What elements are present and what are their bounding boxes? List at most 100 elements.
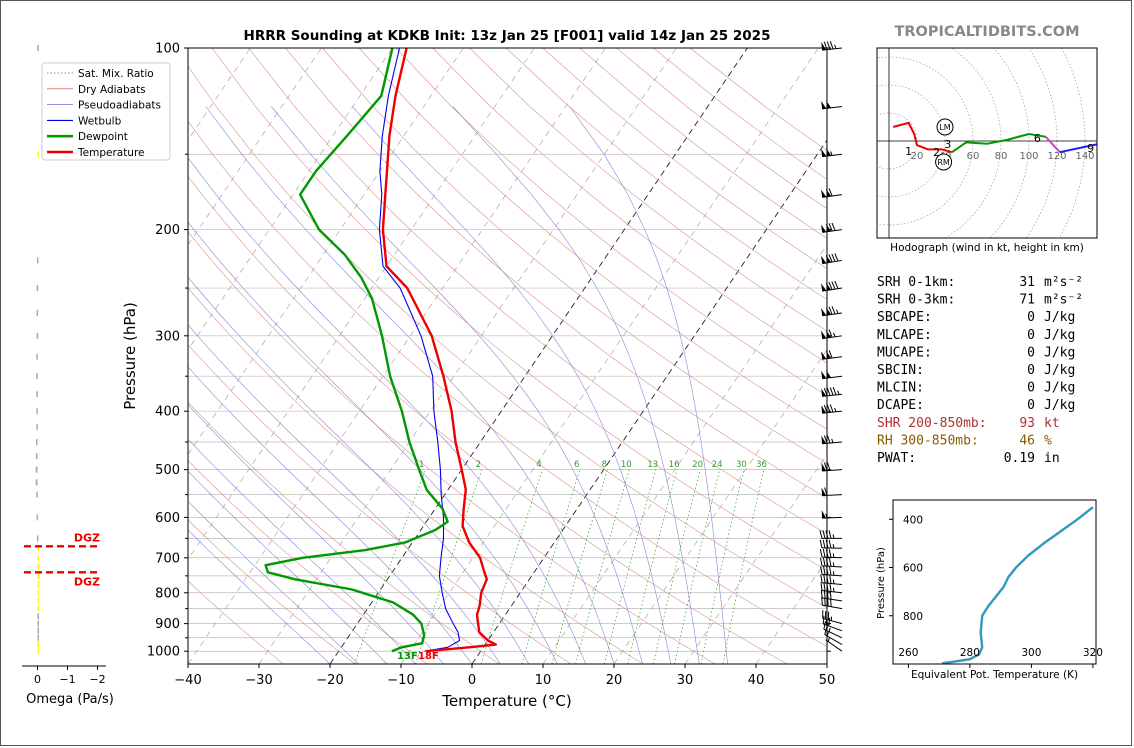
- wind-barb-flag: [826, 223, 832, 232]
- omega-bar: [37, 641, 39, 648]
- hodograph-height-label: 9: [1087, 142, 1094, 155]
- omega-bar: [37, 605, 39, 612]
- wind-barb: [821, 462, 843, 472]
- wind-barb-full: [828, 306, 833, 315]
- omega-tick-label: 0: [34, 673, 41, 686]
- hodograph-panel: 2040608010012014012369LMRMHodograph (win…: [876, 47, 1098, 254]
- wind-barb-half: [832, 587, 835, 592]
- wind-barb-full: [828, 223, 833, 232]
- pseudoadiabat-line: [352, 106, 672, 664]
- omega-bar: [35, 479, 38, 486]
- dry-adiabat-line: [188, 344, 572, 664]
- storm-motion-label: RM: [937, 158, 950, 167]
- wind-barb: [819, 548, 843, 559]
- x-tick-label: 0: [468, 673, 476, 688]
- y-tick-label: 1000: [147, 645, 180, 660]
- mixing-ratio-line: [575, 469, 630, 664]
- dry-adiabat-line: [248, 48, 827, 535]
- mixing-ratio-line: [551, 469, 608, 664]
- index-label: MLCIN:: [877, 381, 924, 396]
- index-label: RH 300-850mb:: [877, 433, 979, 448]
- index-label: SHR 200-850mb:: [877, 416, 987, 431]
- wind-barb-full: [828, 281, 833, 290]
- temperature-line: [381, 48, 497, 653]
- mixing-ratio-label: 13: [647, 460, 658, 470]
- omega-bar: [36, 310, 39, 317]
- mixing-ratio-line: [604, 469, 657, 664]
- wind-barb-flag: [820, 283, 827, 292]
- theta-e-frame: [892, 499, 1097, 665]
- wind-barb-full: [832, 386, 837, 396]
- legend-label: Wetbulb: [78, 115, 122, 127]
- wind-barb-staff: [821, 556, 843, 559]
- wind-barb-full: [828, 254, 833, 263]
- wind-barb-full: [828, 539, 832, 549]
- mixing-ratio-label: 10: [621, 460, 632, 470]
- wind-barb: [823, 621, 843, 639]
- wind-barb-full: [834, 280, 839, 289]
- index-value: 0: [1027, 345, 1035, 360]
- omega-bar: [37, 581, 40, 588]
- pseudoadiabat-line: [188, 276, 530, 664]
- wind-barb-half: [825, 513, 828, 519]
- theta-e-plot-area: [942, 506, 1094, 664]
- index-label: DCAPE:: [877, 398, 924, 413]
- wind-barb-full: [819, 548, 823, 558]
- wind-barb: [821, 487, 843, 497]
- wind-barb-staff: [822, 604, 843, 610]
- dry-adiabat-line: [285, 48, 827, 499]
- dry-adiabat-line: [188, 580, 284, 664]
- wind-barb-full: [822, 530, 826, 539]
- wind-barb: [819, 557, 843, 568]
- wind-barb-full: [825, 549, 829, 558]
- mixing-ratio-line: [415, 469, 483, 664]
- wind-barb-full: [825, 558, 829, 567]
- wind-barb-full: [823, 435, 828, 444]
- wind-barb-staff: [822, 582, 843, 585]
- theta-e-x-tick-label: 260: [898, 647, 918, 659]
- wind-barb-full: [829, 575, 832, 584]
- wind-barb-flag: [821, 148, 827, 157]
- wind-barb-full: [828, 329, 833, 338]
- isotherm-line: [755, 558, 827, 664]
- wind-barb-flag: [821, 510, 827, 519]
- wind-barb-staff: [822, 469, 843, 472]
- x-tick-label: −40: [174, 673, 201, 688]
- omega-bar: [36, 408, 38, 415]
- theta-e-x-tick-label: 280: [960, 647, 980, 659]
- theta-e-x-axis-label: Equivalent Pot. Temperature (K): [911, 669, 1078, 681]
- wind-barb-full: [821, 596, 823, 606]
- wind-barb-full: [828, 188, 833, 197]
- wind-barb-full: [819, 557, 823, 567]
- wind-barb-half: [827, 637, 831, 642]
- wetbulb-line: [378, 48, 461, 652]
- mixing-ratio-label: 1: [419, 460, 424, 470]
- wind-barb-full: [820, 589, 823, 599]
- index-value: 46: [1019, 433, 1035, 448]
- hodograph-trace: [951, 133, 1046, 154]
- hodograph-plot-area: 2040608010012014012369LMRM: [877, 48, 1097, 238]
- wind-barb: [821, 222, 843, 233]
- wind-barb-full: [829, 404, 834, 413]
- hodograph-height-label: 3: [944, 138, 951, 151]
- wind-barb: [821, 306, 843, 317]
- dgz-label: DGZ: [74, 575, 100, 588]
- wind-barb-full: [823, 590, 826, 599]
- omega-bar: [37, 648, 39, 655]
- index-value: 31: [1019, 275, 1035, 290]
- wind-barb-flag: [826, 100, 832, 109]
- theta-e-x-tick-label: 320: [1083, 647, 1103, 659]
- wind-barb-half: [834, 407, 837, 412]
- index-value: 0.19: [1004, 451, 1035, 466]
- x-tick-label: −30: [245, 673, 272, 688]
- wind-barb-staff: [822, 565, 843, 568]
- wind-barb-flag: [821, 463, 827, 472]
- wind-barb-flag: [821, 388, 827, 397]
- wind-barb-full: [826, 575, 829, 584]
- omega-bar: [36, 439, 38, 446]
- wind-barb-full: [825, 539, 829, 549]
- wind-barb-staff: [822, 573, 843, 577]
- wind-barb-flag: [821, 351, 827, 360]
- omega-bar: [37, 620, 39, 627]
